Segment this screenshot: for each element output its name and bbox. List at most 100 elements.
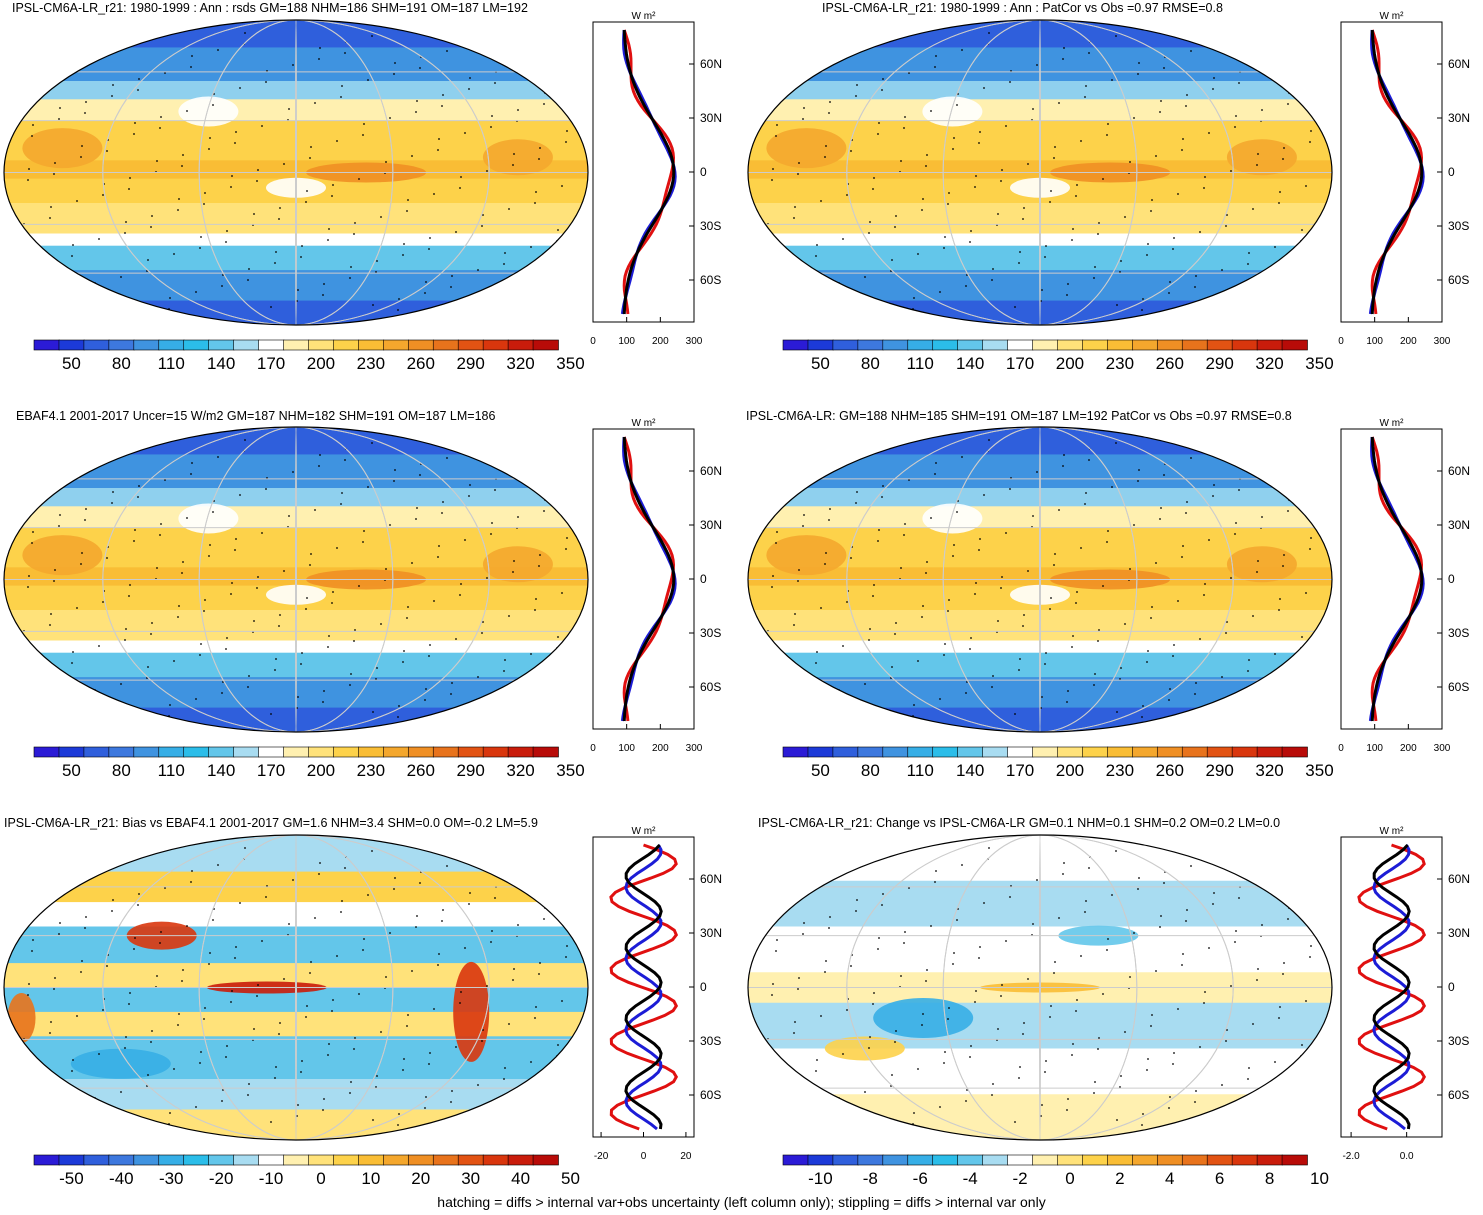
stipple-dot: [221, 285, 223, 287]
stipple-dot: [248, 268, 250, 270]
stipple-dot: [525, 708, 527, 710]
stipple-dot: [424, 292, 426, 294]
stipple-dot: [1036, 64, 1038, 66]
stipple-dot: [186, 517, 188, 519]
stipple-dot: [1066, 701, 1068, 703]
stipple-dot: [1195, 275, 1197, 277]
stipple-dot: [1138, 877, 1140, 879]
colorbar-swatch: [882, 746, 909, 758]
stipple-dot: [472, 451, 474, 453]
stipple-dot: [886, 441, 888, 443]
stipple-dot: [208, 963, 210, 965]
stipple-dot: [1182, 953, 1184, 955]
colorbar-swatch: [507, 339, 534, 351]
stipple-dot: [169, 704, 171, 706]
profile-units: W m²: [1380, 418, 1405, 429]
stipple-dot: [1296, 1099, 1298, 1101]
stipple-dot: [204, 599, 206, 601]
colorbar-label: 230: [1106, 354, 1134, 373]
lat-tick-label: 30N: [1448, 111, 1470, 125]
colorbar-swatch: [183, 746, 210, 758]
stipple-dot: [256, 995, 258, 997]
colorbar-swatch: [1156, 339, 1184, 351]
stipple-dot: [1181, 964, 1183, 966]
stipple-dot: [486, 985, 488, 987]
stipple-dot: [477, 1084, 479, 1086]
stipple-dot: [1005, 940, 1007, 942]
stipple-dot: [1216, 859, 1218, 861]
stipple-dot: [992, 675, 994, 677]
stipple-dot: [908, 72, 910, 74]
stipple-dot: [850, 150, 852, 152]
colorbar-swatch: [1032, 1154, 1059, 1166]
stipple-dot: [1119, 1086, 1121, 1088]
stipple-dot: [908, 887, 910, 889]
stipple-dot: [934, 881, 936, 883]
colorbar-label: 320: [506, 761, 534, 780]
colorbar-swatch: [383, 746, 410, 758]
colorbar-swatch: [1156, 1154, 1184, 1166]
lat-tick-label: 30S: [1448, 219, 1469, 233]
colorbar-swatch: [1181, 1154, 1208, 1166]
stipple-dot: [1186, 501, 1188, 503]
stipple-dot: [904, 523, 906, 525]
stipple-dot: [1115, 442, 1117, 444]
colorbar-swatch: [1206, 339, 1233, 351]
stipple-dot: [917, 1068, 919, 1070]
stipple-dot: [80, 563, 82, 565]
stipple-dot: [441, 920, 443, 922]
stipple-dot: [557, 636, 559, 638]
stipple-dot: [1168, 292, 1170, 294]
stipple-dot: [473, 848, 475, 850]
stipple-dot: [1247, 670, 1249, 672]
stipple-dot: [1244, 296, 1246, 298]
stipple-dot: [837, 293, 839, 295]
stipple-dot: [300, 256, 302, 258]
colorbar-swatch: [1057, 746, 1084, 758]
stipple-dot: [521, 472, 523, 474]
stipple-dot: [1287, 510, 1289, 512]
stipple-dot: [482, 1029, 484, 1031]
stipple-dot: [261, 532, 263, 534]
stipple-dot: [881, 89, 883, 91]
stipple-dot: [569, 504, 571, 506]
stipple-dot: [1119, 271, 1121, 273]
stipple-dot: [1186, 909, 1188, 911]
stipple-dot: [116, 855, 118, 857]
stipple-dot: [159, 534, 161, 536]
stipple-dot: [37, 884, 39, 886]
stipple-dot: [886, 849, 888, 851]
colorbar-swatch: [308, 746, 335, 758]
stipple-dot: [1001, 984, 1003, 986]
stipple-dot: [508, 208, 510, 210]
stipple-dot: [1155, 970, 1157, 972]
stipple-dot: [1230, 577, 1232, 579]
stipple-dot: [1067, 1098, 1069, 1100]
stipple-dot: [283, 163, 285, 165]
colorbar-swatch: [857, 746, 884, 758]
stipple-dot: [1296, 691, 1298, 693]
stipple-dot: [1204, 583, 1206, 585]
stipple-dot: [775, 950, 777, 952]
stipple-dot: [926, 969, 928, 971]
stipple-dot: [820, 200, 822, 202]
stipple-dot: [178, 605, 180, 607]
colorbar-label: 200: [307, 761, 335, 780]
stipple-dot: [565, 141, 567, 143]
colorbar-label: 4: [1165, 1169, 1174, 1188]
stipple-dot: [67, 706, 69, 708]
colorbar-swatch: [1107, 1154, 1134, 1166]
profile-tick-label: 100: [1366, 743, 1383, 754]
stipple-dot: [1150, 1025, 1152, 1027]
stipple-dot: [469, 77, 471, 79]
stipple-dot: [868, 1047, 870, 1049]
stipple-dot: [816, 1059, 818, 1061]
panel-title: IPSL-CM6A-LR_r21: 1980-1999 : Ann : PatC…: [822, 1, 1223, 15]
stipple-dot: [798, 162, 800, 164]
stipple-dot: [1257, 153, 1259, 155]
stipple-dot: [806, 74, 808, 76]
stipple-dot: [306, 190, 308, 192]
colorbar-swatch: [1256, 1154, 1283, 1166]
stipple-dot: [309, 157, 311, 159]
stipple-dot: [872, 595, 874, 597]
